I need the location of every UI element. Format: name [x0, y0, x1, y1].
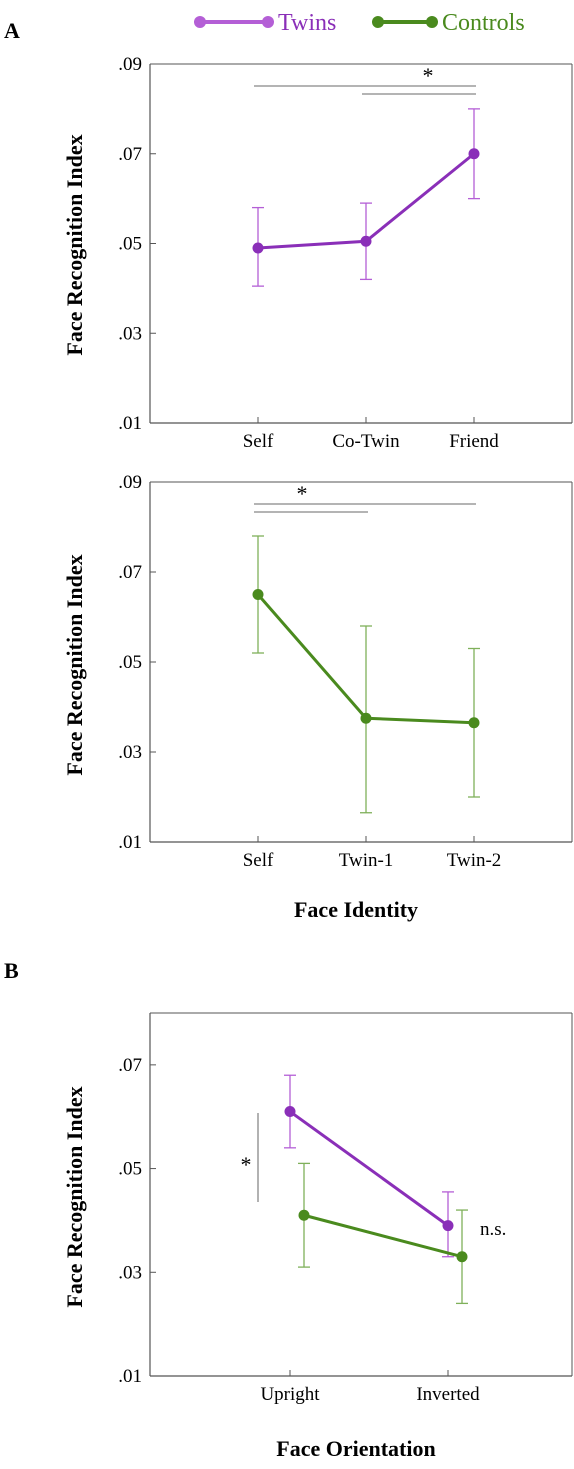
y-tick-label: .03 — [118, 1262, 142, 1283]
x-tick-label: Inverted — [416, 1384, 480, 1405]
data-point-controls — [360, 712, 372, 724]
y-tick-label: .07 — [118, 562, 142, 583]
data-point-controls — [456, 1251, 468, 1263]
y-tick-label: .09 — [118, 54, 142, 75]
data-point-twins — [468, 148, 480, 160]
x-tick-label: Co-Twin — [332, 431, 400, 452]
y-tick-label: .05 — [118, 1159, 142, 1180]
y-axis-title: Face Recognition Index — [62, 134, 87, 355]
x-axis-title: Face Orientation — [276, 1436, 435, 1461]
legend: Twins Controls — [194, 10, 525, 36]
data-point-twins — [360, 235, 372, 247]
series-line-controls — [303, 1213, 463, 1259]
y-tick-label: .01 — [118, 1366, 142, 1387]
y-tick-label: .01 — [118, 413, 142, 434]
y-tick-label: .07 — [118, 1055, 142, 1076]
plot-area: .01 .03 .05 .07 .09 Self Co-Twin Friend * — [118, 54, 573, 452]
y-tick-label: .01 — [118, 832, 142, 853]
data-point-controls — [298, 1209, 310, 1221]
plot-area: .01 .03 .05 .07 Upright Inverted * n.s. — [118, 1012, 573, 1405]
legend-marker-controls-left — [372, 16, 384, 28]
x-tick-label: Self — [243, 431, 274, 452]
x-tick-label: Friend — [449, 431, 499, 452]
y-tick-label: .09 — [118, 472, 142, 493]
y-axis-title: Face Recognition Index — [62, 1086, 87, 1307]
legend-marker-controls-right — [426, 16, 438, 28]
non-significant-label: n.s. — [480, 1219, 506, 1240]
panel-a-controls: Face Recognition Index Face Identity .01… — [62, 472, 573, 922]
panel-letter-a: A — [4, 18, 20, 43]
legend-item-controls: Controls — [372, 10, 525, 36]
data-point-controls — [468, 717, 480, 729]
significance-star: * — [241, 1152, 252, 1177]
legend-label-controls: Controls — [442, 10, 525, 36]
x-tick-label: Self — [243, 850, 274, 871]
plot-area: .01 .03 .05 .07 .09 Self Twin-1 Twin-2 * — [118, 472, 573, 871]
legend-marker-twins-left — [194, 16, 206, 28]
data-point-twins — [252, 242, 264, 254]
data-point-twins — [284, 1106, 296, 1118]
legend-item-twins: Twins — [194, 10, 336, 36]
x-tick-label: Twin-2 — [447, 850, 502, 871]
significance-star: * — [297, 481, 308, 506]
x-tick-label: Upright — [260, 1384, 320, 1405]
y-tick-label: .03 — [118, 323, 142, 344]
panel-a-twins: A Face Recognition Index .01 .03 .05 .07 .09… — [4, 18, 573, 452]
y-tick-label: .07 — [118, 144, 142, 165]
y-tick-label: .03 — [118, 742, 142, 763]
series-line-twins — [289, 1110, 449, 1227]
significance-star: * — [423, 63, 434, 88]
y-tick-label: .05 — [118, 652, 142, 673]
y-axis-title: Face Recognition Index — [62, 554, 87, 775]
x-axis-title: Face Identity — [294, 897, 418, 922]
legend-label-twins: Twins — [278, 10, 336, 36]
y-tick-label: .05 — [118, 234, 142, 255]
legend-marker-twins-right — [262, 16, 274, 28]
data-point-controls — [252, 589, 264, 600]
panel-letter-b: B — [4, 958, 19, 983]
data-point-twins — [442, 1220, 454, 1232]
panel-b: B Face Recognition Index Face Orientatio… — [4, 958, 573, 1461]
x-tick-label: Twin-1 — [339, 850, 394, 871]
